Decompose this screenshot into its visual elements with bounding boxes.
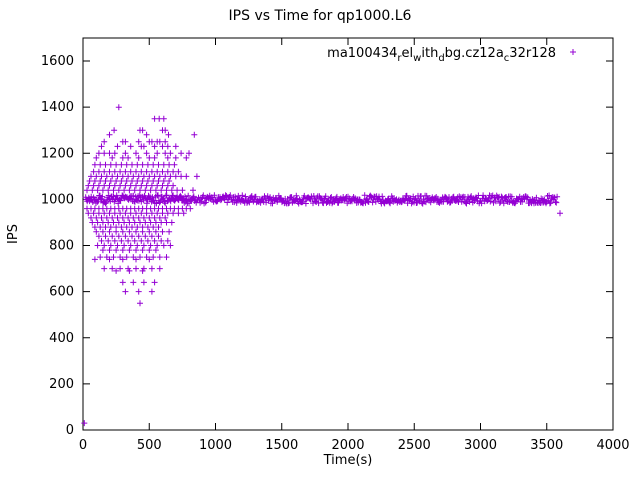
legend-label: ma100434relwithdbg.cz12ac32r128 bbox=[327, 46, 556, 64]
y-axis-label: IPS bbox=[6, 224, 21, 244]
x-tick-label: 1500 bbox=[265, 438, 298, 453]
y-tick-label: 800 bbox=[49, 239, 74, 254]
y-tick-label: 1000 bbox=[41, 192, 74, 207]
x-axis-label: Time(s) bbox=[323, 453, 373, 468]
y-tick-label: 1600 bbox=[41, 54, 74, 69]
x-tick-label: 2500 bbox=[398, 438, 431, 453]
x-tick-label: 500 bbox=[137, 438, 162, 453]
y-tick-label: 1200 bbox=[41, 146, 74, 161]
chart-title: IPS vs Time for qp1000.L6 bbox=[228, 8, 412, 24]
y-tick-label: 200 bbox=[49, 377, 74, 392]
y-tick-label: 0 bbox=[66, 423, 74, 438]
y-tick-label: 1400 bbox=[41, 100, 74, 115]
x-tick-label: 1000 bbox=[199, 438, 232, 453]
legend: ma100434relwithdbg.cz12ac32r128 bbox=[327, 46, 576, 64]
x-tick-label: 0 bbox=[79, 438, 87, 453]
x-tick-label: 3000 bbox=[464, 438, 497, 453]
y-tick-label: 400 bbox=[49, 331, 74, 346]
y-tick-label: 600 bbox=[49, 285, 74, 300]
data-points bbox=[81, 104, 563, 427]
legend-sample-marker-icon bbox=[570, 49, 576, 55]
x-tick-label: 2000 bbox=[331, 438, 364, 453]
x-tick-label: 4000 bbox=[596, 438, 629, 453]
x-tick-label: 3500 bbox=[530, 438, 563, 453]
tick-labels: 0 500 1000 1500 2000 2500 3000 3500 4000 0 200 400 6… bbox=[41, 54, 630, 453]
